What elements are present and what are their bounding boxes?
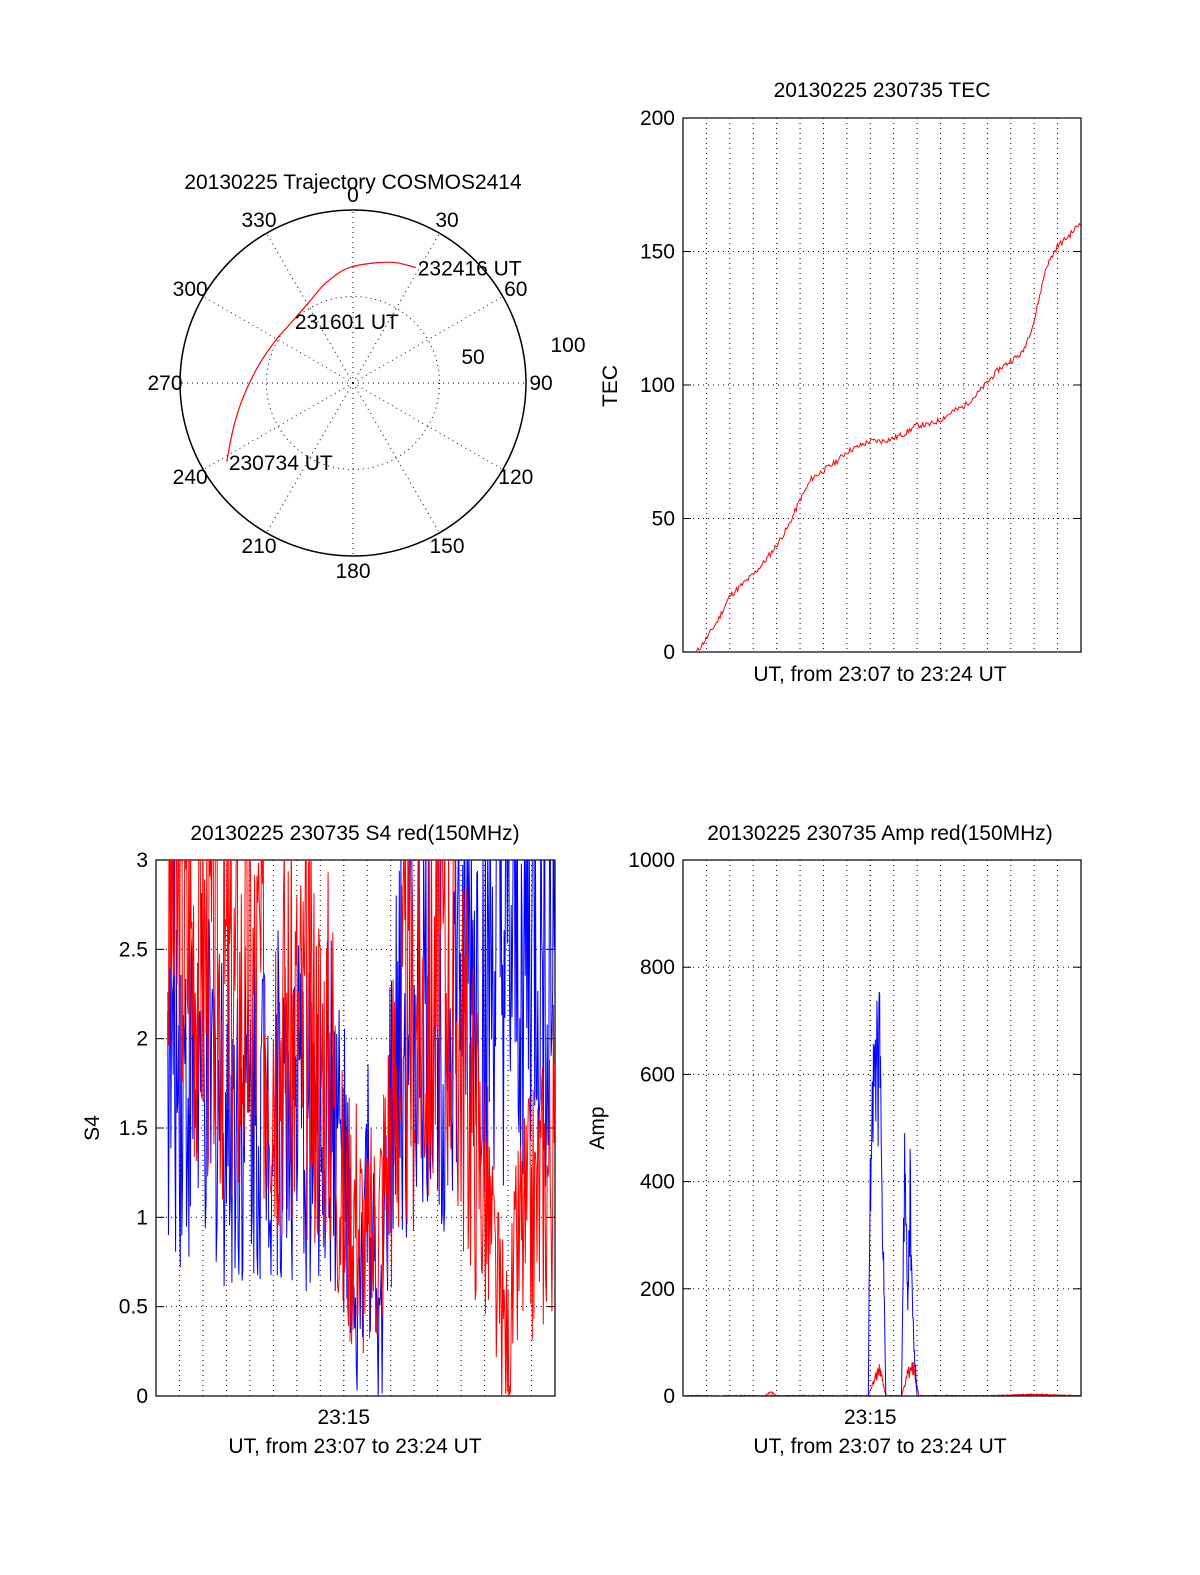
tec-ytick-label: 100 [640, 374, 675, 397]
amp-plot-frame [682, 859, 1082, 1397]
polar-spoke [202, 296, 354, 384]
time-annotation: 230734 UT [229, 452, 333, 475]
azimuth-tick-label: 120 [498, 466, 533, 489]
s4-series-line [167, 860, 555, 1396]
time-annotation: 231601 UT [295, 311, 399, 334]
amp-ytick-label: 800 [640, 956, 675, 979]
polar-title: 20130225 Trajectory COSMOS2414 [184, 171, 522, 194]
s4-ytick-label: 3 [136, 849, 148, 872]
s4-series-group [167, 860, 555, 1396]
polar-trajectory-panel: 20130225 Trajectory COSMOS2414 0 30 60 90 12… [147, 171, 585, 583]
tec-ylabel: TEC [599, 365, 622, 407]
s4-ytick-label: 2.5 [119, 938, 148, 961]
azimuth-tick-label: 0 [347, 184, 359, 207]
radius-tick-label: 50 [461, 346, 484, 369]
amp-series-group [683, 991, 1081, 1396]
tec-ytick-label: 200 [640, 107, 675, 130]
azimuth-tick-label: 210 [241, 535, 276, 558]
trajectory-line [226, 261, 416, 462]
polar-outer-circle [179, 209, 527, 557]
tec-ytick-label: 150 [640, 241, 675, 264]
amp-ytick-label: 200 [640, 1278, 675, 1301]
amp-ytick-label: 1000 [628, 849, 675, 872]
amp-series-line [683, 991, 1081, 1396]
azimuth-tick-label: 180 [335, 560, 370, 583]
azimuth-tick-label: 270 [147, 372, 182, 395]
tec-series-group [696, 222, 1081, 652]
azimuth-tick-label: 240 [173, 466, 208, 489]
amp-series-line [683, 1361, 1081, 1396]
tec-series-line [696, 222, 1081, 652]
time-annotation: 232416 UT [418, 257, 522, 280]
polar-spoke [266, 232, 354, 384]
azimuth-tick-label: 60 [504, 278, 527, 301]
s4-ytick-label: 0.5 [119, 1296, 148, 1319]
polar-grid-ring [266, 296, 440, 470]
amp-ylabel: Amp [586, 1106, 609, 1149]
s4-plot-frame [155, 859, 556, 1397]
s4-xlabel: UT, from 23:07 to 23:24 UT [228, 1435, 481, 1458]
s4-ytick-label: 1.5 [119, 1117, 148, 1140]
s4-panel: 20130225 230735 S4 red(150MHz) 0 0.5 1 1.5 2… [81, 822, 556, 1458]
amp-xtick-label: 23:15 [844, 1406, 897, 1429]
s4-ytick-label: 1 [136, 1206, 148, 1229]
azimuth-tick-label: 150 [429, 535, 464, 558]
s4-xtick-label: 23:15 [317, 1406, 370, 1429]
tec-panel: 20130225 230735 TEC 0 50 100 150 200 UT, fro… [599, 79, 1082, 686]
s4-ylabel: S4 [81, 1115, 104, 1141]
polar-spoke [352, 296, 504, 384]
s4-ytick-label: 2 [136, 1028, 148, 1051]
s4-ytick-label: 0 [136, 1385, 148, 1408]
azimuth-tick-label: 300 [173, 278, 208, 301]
amp-xlabel: UT, from 23:07 to 23:24 UT [753, 1435, 1006, 1458]
tec-ytick-label: 0 [663, 641, 675, 664]
tec-plot-frame [682, 117, 1082, 653]
azimuth-tick-label: 330 [241, 209, 276, 232]
tec-xlabel: UT, from 23:07 to 23:24 UT [753, 663, 1006, 686]
amp-ytick-label: 400 [640, 1171, 675, 1194]
s4-title: 20130225 230735 S4 red(150MHz) [190, 822, 519, 845]
radius-tick-label: 100 [550, 334, 585, 357]
azimuth-tick-label: 90 [529, 372, 552, 395]
tec-title: 20130225 230735 TEC [774, 79, 991, 102]
polar-spoke [352, 232, 440, 384]
amp-ytick-label: 600 [640, 1063, 675, 1086]
amp-title: 20130225 230735 Amp red(150MHz) [707, 822, 1053, 845]
tec-ytick-label: 50 [652, 508, 675, 531]
amp-panel: 20130225 230735 Amp red(150MHz) 0 200 400 6… [586, 822, 1082, 1458]
azimuth-tick-label: 30 [435, 209, 458, 232]
amp-ytick-label: 0 [663, 1385, 675, 1408]
